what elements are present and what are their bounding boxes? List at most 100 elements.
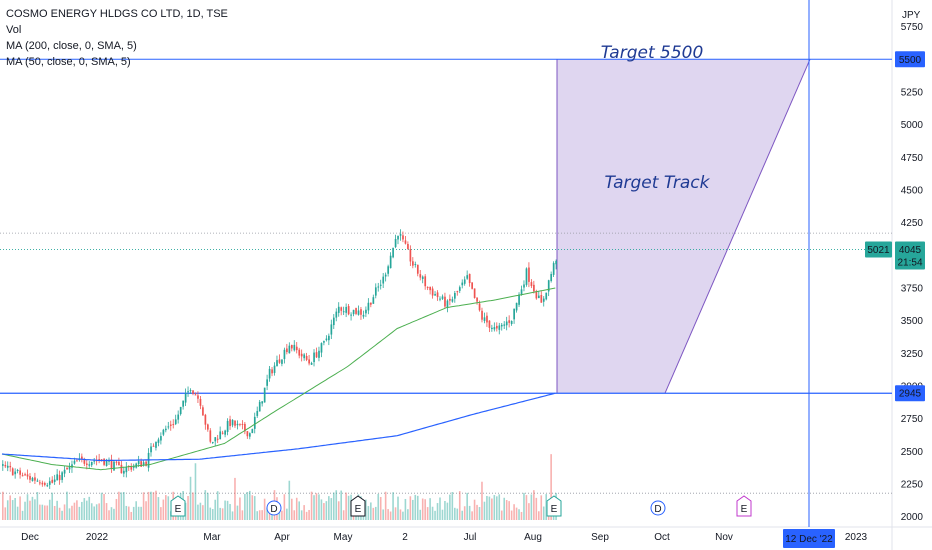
volume-bar [229, 504, 231, 520]
candle-body [56, 474, 59, 481]
volume-bar [382, 509, 384, 520]
y-tick-label: 4750 [901, 153, 924, 164]
candle-body [21, 475, 24, 477]
candle-body [160, 436, 162, 441]
volume-bar [244, 493, 246, 520]
candle-body [199, 398, 202, 406]
volume-bar [426, 507, 429, 520]
y-tick-label: 5750 [901, 22, 924, 33]
earnings-marker[interactable] [546, 495, 562, 517]
candle-body [419, 274, 422, 278]
candle-body [26, 474, 29, 477]
volume-bar [500, 510, 503, 520]
volume-bar [337, 501, 340, 520]
candle-body [98, 459, 101, 461]
volume-bar [286, 508, 288, 520]
candle-body [345, 306, 348, 313]
volume-bar [325, 501, 328, 520]
volume-bar [162, 499, 165, 520]
candle-body [357, 310, 360, 315]
candle-body [377, 286, 380, 288]
candle-body [308, 359, 310, 364]
volume-bar [446, 502, 449, 520]
candle-body [473, 288, 476, 298]
volume-bar [132, 506, 135, 520]
volume-bar [283, 494, 286, 520]
dividend-marker[interactable] [650, 500, 666, 516]
candle-body [66, 467, 68, 470]
volume-bar [293, 510, 296, 520]
countdown-text: 21:54 [897, 257, 922, 268]
x-tick-label: Jul [464, 532, 477, 543]
volume-bar [441, 509, 444, 520]
current-price-badge-text: 5021 [867, 245, 890, 256]
volume-bar [491, 498, 493, 520]
volume-bar [14, 498, 16, 520]
volume-bar [48, 499, 51, 520]
candle-body [263, 387, 266, 403]
volume-bar [295, 497, 298, 520]
earnings-marker[interactable] [736, 495, 752, 517]
x-tick-label: 2 [402, 532, 408, 543]
candle-body [520, 289, 523, 295]
candle-body [367, 302, 370, 311]
volume-bar [466, 492, 468, 520]
candle-body [9, 465, 12, 468]
y-tick-label: 3750 [901, 284, 924, 295]
candle-body [461, 282, 464, 286]
candle-body [58, 475, 61, 481]
candle-body [384, 274, 387, 277]
y-tick-label: 3500 [901, 316, 924, 327]
candle-body [387, 266, 390, 274]
target-annotation: Target 5500 [601, 43, 704, 63]
earnings-marker[interactable] [350, 495, 366, 517]
candle-body [142, 462, 145, 466]
current-price-badge [865, 241, 892, 258]
volume-bar [478, 507, 481, 520]
candle-body [313, 352, 315, 363]
candle-body [370, 302, 372, 305]
volume-bar [61, 510, 63, 520]
candle-body [71, 464, 73, 468]
x-tick-label: Nov [715, 532, 733, 543]
volume-bar [384, 491, 387, 520]
candle-body [88, 464, 91, 466]
candle-body [555, 260, 557, 265]
candle-body [219, 431, 222, 440]
earnings-marker[interactable] [170, 495, 186, 517]
volume-bar [387, 509, 389, 520]
volume-bar [29, 500, 31, 520]
volume-bar [88, 496, 91, 520]
candle-body [152, 445, 155, 447]
candle-body [486, 315, 488, 323]
dividend-marker[interactable] [266, 500, 282, 516]
x-tick-label: Mar [203, 532, 221, 543]
candle-body [293, 344, 296, 351]
volume-bar [66, 491, 68, 520]
candle-body [167, 426, 170, 428]
volume-bar [481, 481, 483, 520]
volume-bar [56, 500, 58, 520]
volume-bar [508, 501, 510, 520]
dividend-marker-label: D [270, 504, 277, 515]
volume-bar [392, 492, 394, 520]
volume-bar [537, 511, 540, 520]
volume-bar [372, 507, 375, 520]
chart-legend: COSMO ENERGY HLDGS CO LTD, 1D, TSE Vol M… [6, 6, 228, 70]
candle-body [533, 284, 535, 292]
volume-bar [313, 495, 315, 520]
volume-bar [4, 507, 7, 520]
candle-body [11, 468, 14, 476]
volume-bar [503, 497, 506, 520]
candle-body [352, 309, 355, 315]
volume-bar [83, 498, 86, 520]
volume-bar [19, 496, 21, 520]
candle-body [483, 317, 486, 321]
candle-body [253, 416, 256, 429]
volume-bar [39, 504, 41, 520]
candle-body [105, 460, 108, 466]
currency-label: JPY [902, 10, 921, 21]
candle-body [496, 325, 498, 329]
